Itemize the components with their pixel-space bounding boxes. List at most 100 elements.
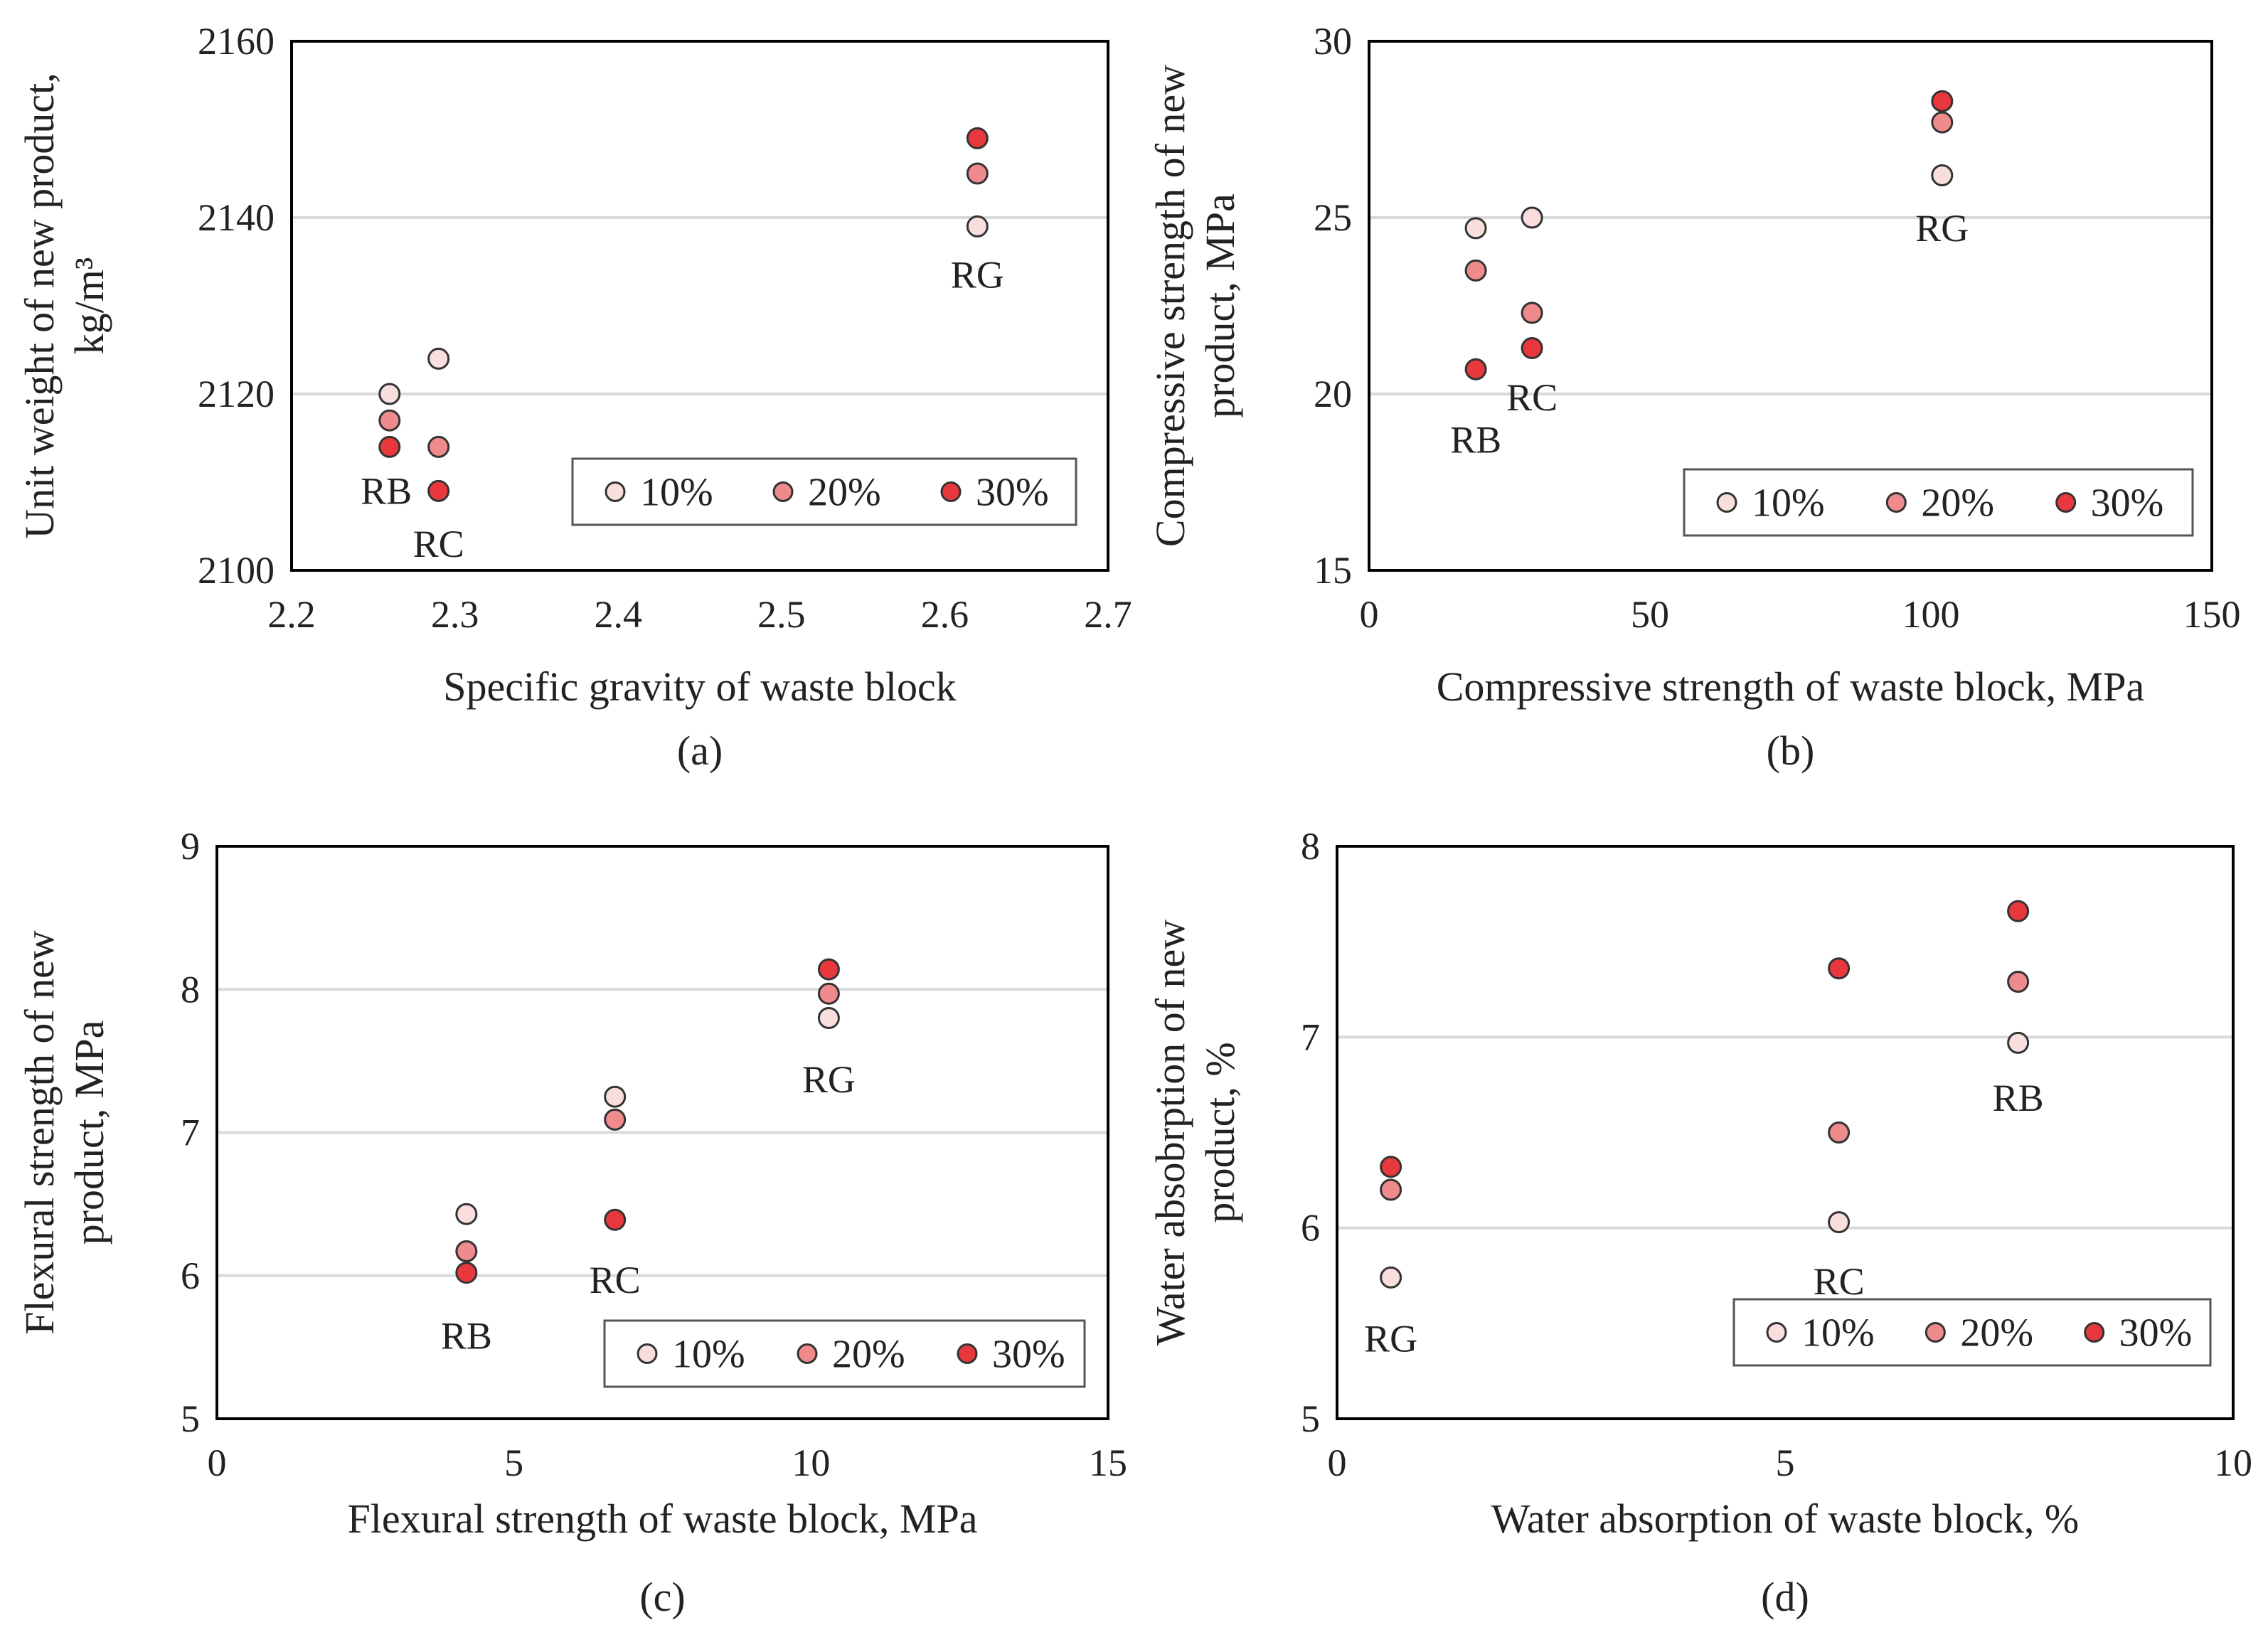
panel-a-label-rb: RB	[361, 469, 412, 512]
panel-c-y-axis-title-line: Flexural strength of new	[16, 930, 63, 1335]
panel-a-legend-label-20: 20%	[808, 471, 881, 515]
panel-d-point-20-2	[2007, 971, 2030, 993]
panel-d-label-rg: RG	[1364, 1317, 1417, 1360]
panel-c-x-tick-label: 0	[208, 1441, 227, 1484]
panel-b-plot-frame	[1368, 40, 2213, 572]
panel-c-point-20-2	[817, 982, 840, 1005]
panel-a-caption: (a)	[677, 728, 723, 774]
panel-b-x-tick-label: 50	[1631, 593, 1669, 636]
panel-b-legend-label-20: 20%	[1921, 481, 1994, 526]
panel-c-label-rb: RB	[441, 1314, 492, 1357]
panel-b-x-tick-label: 150	[2183, 593, 2241, 636]
panel-a-x-tick-label: 2.3	[431, 593, 479, 636]
panel-d-legend-marker-10	[1766, 1322, 1787, 1343]
panel-d-y-tick-label: 6	[1301, 1207, 1320, 1249]
panel-d-x-tick-label: 0	[1328, 1441, 1347, 1484]
panel-a-point-30-0	[378, 435, 401, 458]
panel-a-x-tick-label: 2.6	[921, 593, 969, 636]
panel-d-legend-marker-30	[2084, 1322, 2105, 1343]
panel-c-legend-marker-20	[797, 1343, 818, 1364]
panel-b-point-20-2	[1931, 111, 1954, 134]
panel-a-x-axis-title: Specific gravity of waste block	[443, 664, 957, 710]
panel-d-point-30-2	[2007, 900, 2030, 922]
panel-c-point-20-1	[604, 1108, 627, 1131]
panel-d-caption: (d)	[1761, 1574, 1809, 1620]
panel-a-point-30-2	[966, 127, 989, 149]
panel-a-label-rg: RG	[951, 254, 1004, 297]
panel-b-point-30-0	[1464, 358, 1487, 380]
panel-a-legend: 10% 20% 30%	[571, 457, 1077, 526]
panel-c-y-axis-title-line: product, MPa	[66, 1020, 112, 1245]
panel-d-legend-label-30: 30%	[2119, 1311, 2193, 1355]
panel-d-y-tick-label: 7	[1301, 1016, 1320, 1058]
panel-d-point-10-2	[2007, 1031, 2030, 1054]
panel-a-y-tick-label: 2160	[198, 20, 275, 63]
panel-a-point-30-1	[427, 479, 450, 502]
panel-d-point-20-0	[1380, 1178, 1402, 1201]
panel-b-caption: (b)	[1767, 728, 1815, 774]
panel-c-label-rg: RG	[802, 1058, 856, 1101]
panel-b-point-10-2	[1931, 164, 1954, 186]
panel-d-y-tick-label: 8	[1301, 825, 1320, 868]
panel-c-legend-label-30: 30%	[992, 1333, 1065, 1377]
panel-a-y-axis-title-line: kg/m³	[66, 257, 112, 355]
panel-b-legend: 10% 20% 30%	[1683, 468, 2194, 537]
panel-a-x-tick-label: 2.7	[1084, 593, 1132, 636]
panel-c-x-tick-label: 10	[792, 1441, 830, 1484]
panel-d-point-30-0	[1380, 1156, 1402, 1178]
panel-c-y-tick-label: 8	[181, 968, 200, 1011]
panel-a-legend-marker-20	[772, 481, 794, 502]
panel-c-y-tick-label: 5	[181, 1397, 200, 1440]
panel-d-label-rb: RB	[1993, 1077, 2044, 1119]
panel-b-point-10-0	[1464, 217, 1487, 240]
panel-a-y-tick-label: 2140	[198, 196, 275, 239]
panel-a-point-20-1	[427, 435, 450, 458]
panel-a-legend-marker-10	[605, 481, 626, 502]
panel-d-y-tick-label: 5	[1301, 1397, 1320, 1440]
panel-d-legend-label-10: 10%	[1801, 1311, 1875, 1355]
panel-d-point-20-1	[1828, 1121, 1851, 1144]
panel-a-legend-label-10: 10%	[640, 471, 713, 515]
panel-a-y-axis-title-line: Unit weight of new product,	[16, 73, 63, 539]
panel-d-label-rc: RC	[1814, 1260, 1865, 1303]
panel-d-legend-box	[1732, 1298, 2212, 1367]
panel-d-y-axis-title-line: product, %	[1197, 1042, 1243, 1223]
panel-b-legend-marker-10	[1716, 492, 1737, 513]
panel-b-y-tick-label: 15	[1314, 549, 1352, 592]
panel-d-legend-marker-20	[1924, 1322, 1946, 1343]
panel-b-label-rg: RG	[1915, 207, 1969, 250]
panel-c-x-axis-title: Flexural strength of waste block, MPa	[348, 1496, 978, 1542]
panel-a-point-10-2	[966, 215, 989, 238]
panel-b-y-tick-label: 30	[1314, 20, 1352, 63]
panel-d-point-30-1	[1828, 957, 1851, 980]
panel-b-legend-label-30: 30%	[2091, 481, 2164, 526]
panel-d-x-axis-title: Water absorption of waste block, %	[1491, 1496, 2079, 1542]
panel-a-point-20-2	[966, 162, 989, 185]
panel-c-point-30-2	[817, 958, 840, 981]
panel-c-legend-label-10: 10%	[672, 1333, 745, 1377]
panel-a-point-10-0	[378, 383, 401, 405]
panel-c-plot-frame	[215, 845, 1109, 1420]
panel-b-x-axis-title: Compressive strength of waste block, MPa	[1437, 664, 2145, 710]
panel-d-point-10-0	[1380, 1266, 1402, 1289]
panel-a-legend-label-30: 30%	[976, 471, 1049, 515]
panel-b: 0 50 100 150 15 20 25 30 Compressive strength of…	[1147, 20, 2241, 774]
panel-b-point-20-0	[1464, 259, 1487, 282]
panel-d-y-axis-title-line: Water absobrption of new	[1147, 920, 1193, 1345]
panel-b-x-tick-label: 0	[1360, 593, 1379, 636]
panel-b-label-rb: RB	[1450, 418, 1501, 461]
panel-b-legend-label-10: 10%	[1752, 481, 1825, 526]
panel-b-point-30-2	[1931, 90, 1954, 112]
panel-b-y-axis-title-line: product, MPa	[1197, 193, 1243, 418]
panel-b-point-20-1	[1521, 302, 1543, 324]
panel-b-y-tick-label: 20	[1314, 373, 1352, 415]
panel-b-point-30-1	[1521, 337, 1543, 360]
panel-c-point-10-1	[604, 1085, 627, 1108]
panel-b-x-tick-label: 100	[1902, 593, 1960, 636]
panel-a-x-tick-label: 2.2	[267, 593, 316, 636]
panel-a: 2.2 2.3 2.4 2.5 2.6 2.7 2100 2120 2140 2160 Specif…	[16, 20, 1132, 774]
panel-c-label-rc: RC	[590, 1259, 641, 1301]
